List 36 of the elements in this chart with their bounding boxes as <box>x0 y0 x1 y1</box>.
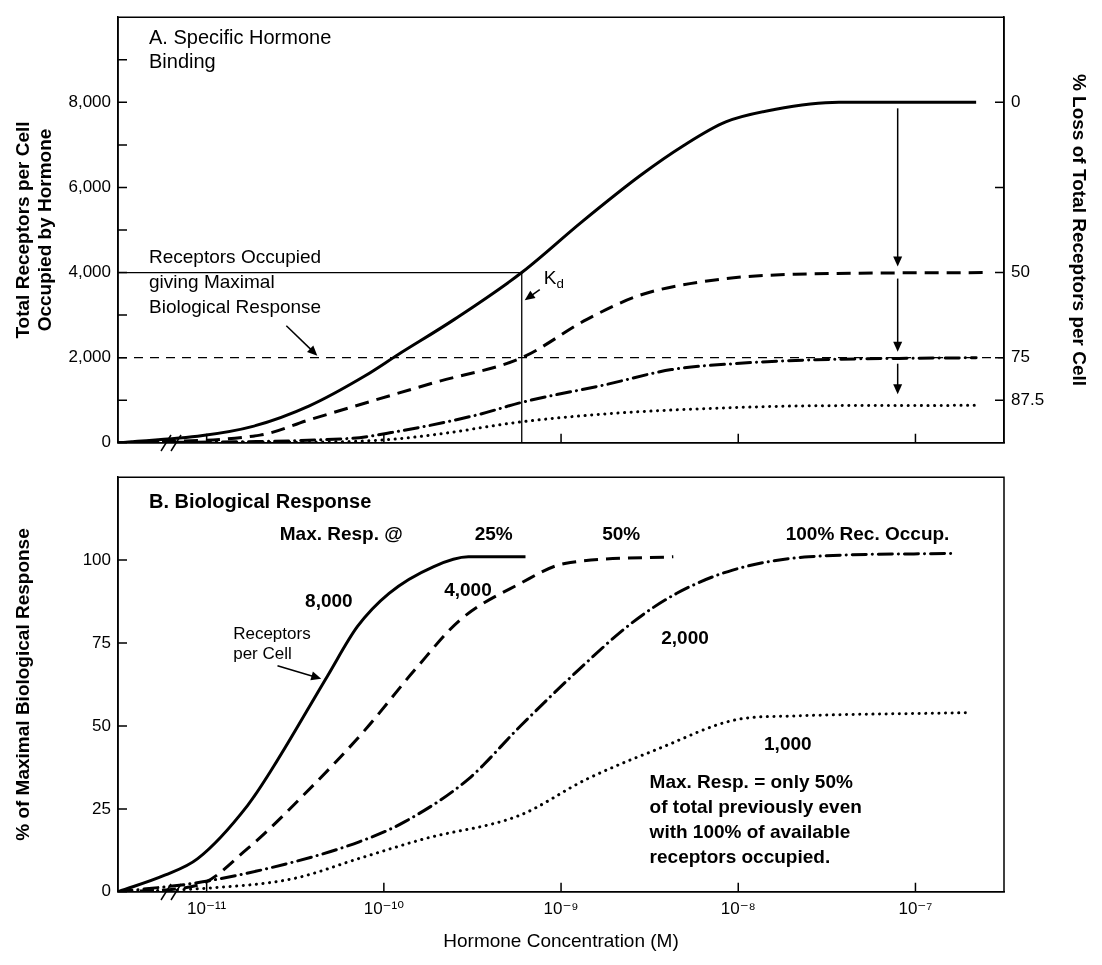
x-axis-title: Hormone Concentration (M) <box>443 929 679 951</box>
y-tick-label: 6,000 <box>68 177 111 197</box>
y2-tick-label: 75 <box>1011 347 1030 367</box>
y2-tick-label: 50 <box>1011 262 1030 282</box>
annotation: Receptors per Cell <box>233 624 311 664</box>
series-label: 8,000 <box>305 589 353 611</box>
series-label: 1,000 <box>764 732 812 754</box>
y-tick-label: 25 <box>92 798 111 818</box>
y-tick-label: 0 <box>101 432 111 452</box>
annotation: 50% <box>602 523 641 545</box>
text: B. Biological Response <box>149 489 372 512</box>
y2-axis-title: % Loss of Total Receptors per Cell <box>1069 73 1091 387</box>
y-tick-label: 75 <box>92 632 111 652</box>
annotation: Max. Resp. @ <box>279 523 403 545</box>
x-tick-label: 10⁻¹⁰ <box>363 898 405 918</box>
y-tick-label: 2,000 <box>68 347 111 367</box>
annotation: 100% Rec. Occup. <box>785 523 950 545</box>
x-tick-label: 10⁻⁸ <box>720 898 756 918</box>
y2-tick-label: 0 <box>1011 92 1021 112</box>
y2-tick-label: 87.5 <box>1011 389 1045 409</box>
y-axis-title: % of Maximal Biological Response <box>11 528 33 841</box>
series-label: 4,000 <box>444 579 492 601</box>
y-axis-title: Total Receptors per Cell Occupied by Hormone <box>11 121 56 339</box>
series-label: 2,000 <box>661 627 709 649</box>
annotation: 25% <box>474 523 513 545</box>
y-tick-label: 8,000 <box>68 92 111 112</box>
ref-line-label: Receptors Occupied giving Maximal Biological Response <box>149 245 322 317</box>
y-tick-label: 4,000 <box>68 262 111 282</box>
annotation: Max. Resp. = only 50% of total previously even with 100% of available receptors occupied. <box>648 770 862 867</box>
y-tick-label: 50 <box>92 715 111 735</box>
x-tick-label: 10⁻¹¹ <box>187 898 227 918</box>
y-tick-label: 0 <box>101 881 111 901</box>
x-tick-label: 10⁻⁷ <box>898 898 933 918</box>
text: A. Specific Hormone Binding <box>149 26 332 72</box>
y-tick-label: 100 <box>82 549 111 569</box>
x-tick-label: 10⁻⁹ <box>543 898 579 918</box>
